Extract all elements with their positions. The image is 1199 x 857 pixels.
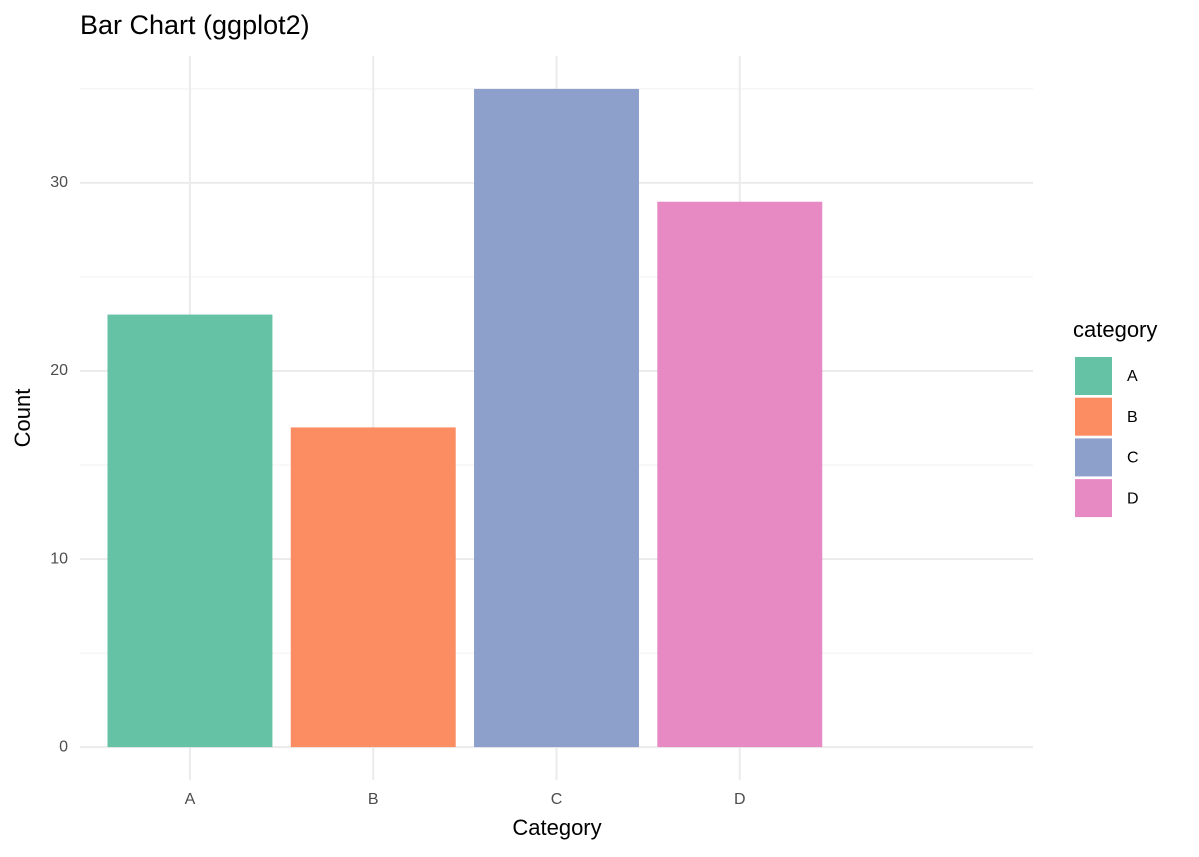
bar [474, 88, 639, 748]
bar [657, 201, 823, 748]
bar [290, 427, 456, 748]
y-axis-title: Count [10, 389, 35, 448]
legend-key [1075, 438, 1112, 477]
legend-key [1075, 357, 1112, 395]
legend-label: A [1127, 368, 1138, 385]
chart-title: Bar Chart (ggplot2) [80, 10, 310, 40]
x-axis-title: Category [512, 815, 601, 840]
legend-label: D [1127, 490, 1139, 507]
y-tick-label: 10 [50, 550, 68, 567]
x-tick-label: B [368, 791, 379, 808]
legend-key [1075, 479, 1112, 518]
y-tick-label: 20 [50, 362, 68, 379]
x-tick-label: D [734, 791, 746, 808]
x-tick-label: A [185, 791, 196, 808]
y-tick-label: 0 [59, 738, 68, 755]
x-tick-label: C [551, 791, 563, 808]
y-tick-label: 30 [50, 174, 68, 191]
legend-key [1075, 397, 1112, 436]
bar [107, 314, 273, 748]
legend-title: category [1073, 317, 1157, 342]
legend-label: B [1127, 409, 1138, 426]
legend-label: C [1127, 450, 1139, 467]
